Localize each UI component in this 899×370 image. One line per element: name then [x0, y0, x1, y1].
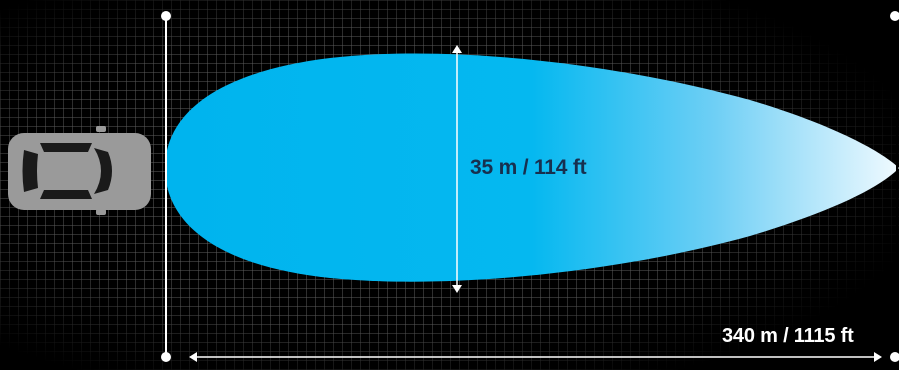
car-icon: [8, 126, 151, 215]
origin-top-dot: [161, 11, 171, 21]
beam-range-arrow: [189, 352, 882, 362]
beam-width-label: 35 m / 114 ft: [470, 156, 587, 179]
beam-range-label: 340 m / 1115 ft: [722, 325, 854, 347]
origin-bottom-dot: [161, 352, 171, 362]
range-end-top-dot: [890, 11, 899, 21]
beam-width-arrow: [452, 45, 462, 293]
beam-shape: [165, 53, 899, 282]
range-end-bottom-dot: [890, 352, 899, 362]
